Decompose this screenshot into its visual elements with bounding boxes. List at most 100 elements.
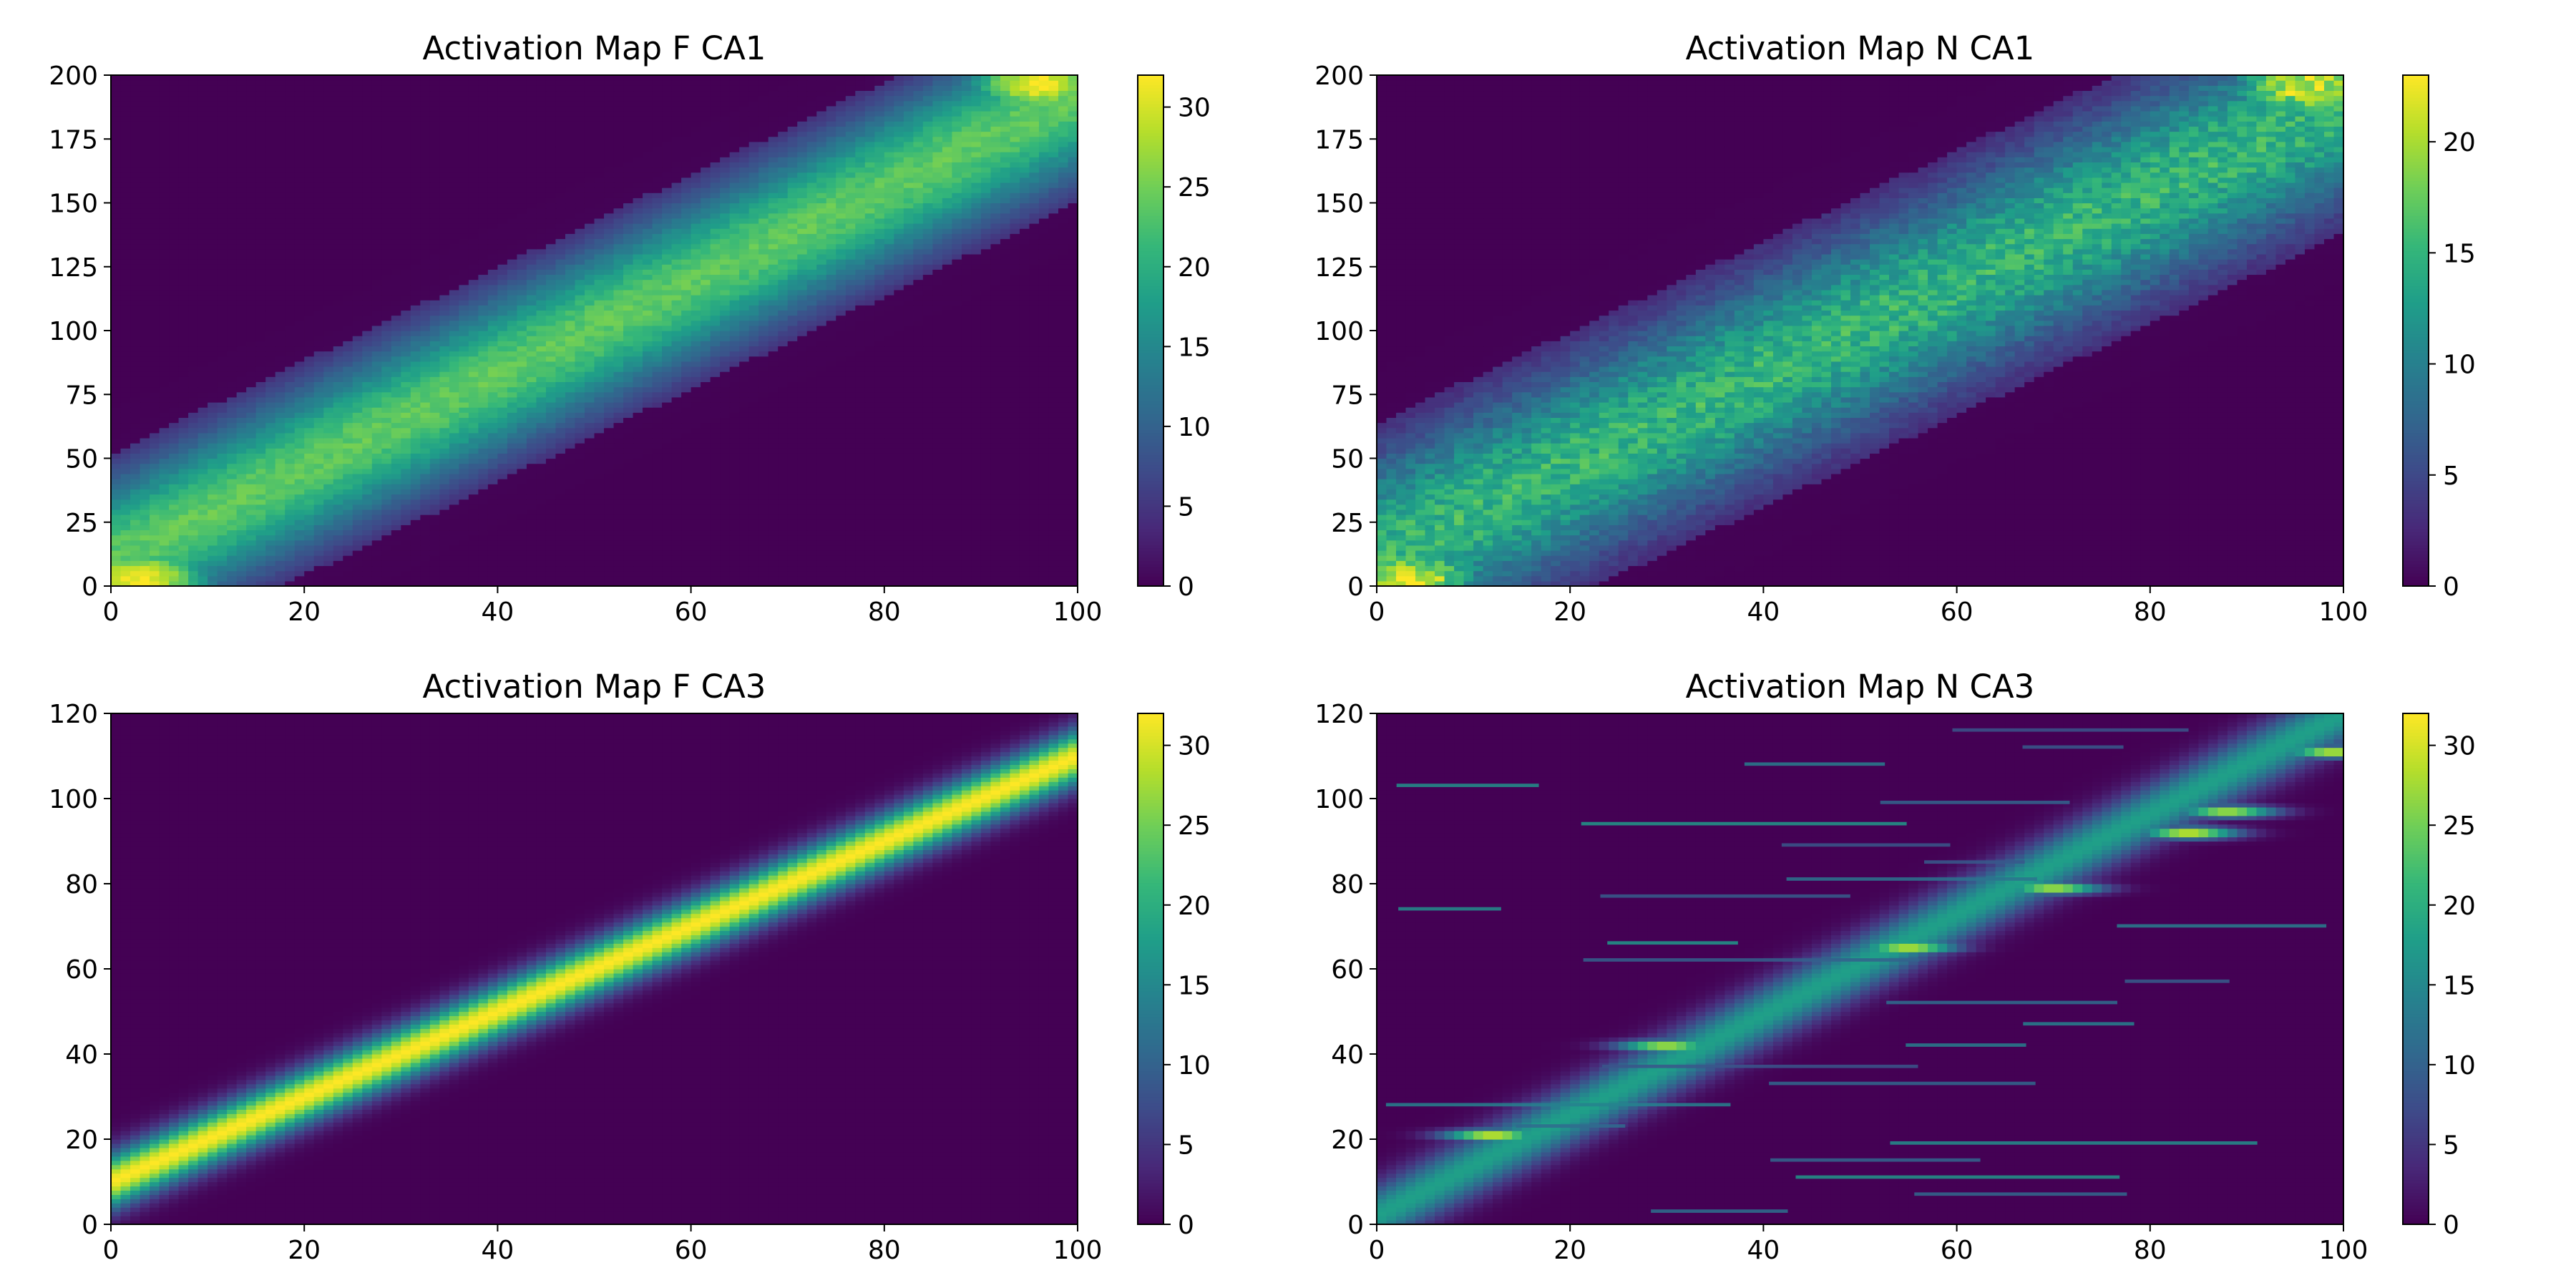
heatmap-cell bbox=[275, 550, 286, 556]
heatmap-cell bbox=[1000, 565, 1010, 571]
heatmap-cell bbox=[459, 565, 469, 571]
heatmap-cell bbox=[246, 474, 256, 479]
heatmap-cell bbox=[1000, 540, 1010, 546]
heatmap-cell bbox=[604, 509, 614, 515]
heatmap-cell bbox=[121, 555, 131, 561]
heatmap-cell bbox=[990, 545, 1000, 551]
heatmap-cell bbox=[778, 504, 788, 510]
heatmap-cell bbox=[314, 540, 324, 546]
heatmap-cell bbox=[826, 519, 836, 525]
heatmap-cell bbox=[150, 479, 160, 484]
heatmap-cell bbox=[797, 565, 807, 571]
heatmap-cell bbox=[150, 484, 160, 489]
heatmap-cell bbox=[913, 484, 923, 489]
heatmap-cell bbox=[623, 530, 633, 535]
heatmap-cell bbox=[1068, 576, 1078, 582]
heatmap-cell bbox=[565, 469, 575, 474]
heatmap-cell bbox=[246, 514, 256, 520]
heatmap-cell bbox=[449, 540, 459, 546]
heatmap-cell bbox=[595, 474, 605, 479]
heatmap-cell bbox=[730, 540, 740, 546]
heatmap-cell bbox=[691, 555, 701, 561]
heatmap-cell bbox=[111, 545, 121, 551]
heatmap-cell bbox=[923, 576, 933, 582]
heatmap-cell bbox=[971, 514, 981, 520]
heatmap-cell bbox=[546, 514, 556, 520]
heatmap-cell bbox=[971, 545, 981, 551]
heatmap-cell bbox=[188, 489, 198, 494]
heatmap-cell bbox=[381, 519, 391, 525]
heatmap-cell bbox=[865, 525, 875, 530]
heatmap-cell bbox=[536, 535, 546, 541]
heatmap-cell bbox=[778, 474, 788, 479]
heatmap-cell bbox=[420, 560, 430, 566]
heatmap-cell bbox=[517, 519, 527, 525]
heatmap-cell bbox=[923, 565, 933, 571]
heatmap-cell bbox=[836, 555, 846, 561]
heatmap-cell bbox=[265, 479, 275, 484]
heatmap-cell bbox=[1029, 489, 1039, 494]
heatmap-cell bbox=[1000, 479, 1010, 484]
heatmap-cell bbox=[749, 459, 759, 464]
heatmap-cell bbox=[1039, 519, 1049, 525]
heatmap-cell bbox=[372, 550, 382, 556]
heatmap-cell bbox=[575, 469, 585, 474]
heatmap-cell bbox=[932, 459, 942, 464]
heatmap-cell bbox=[295, 545, 305, 551]
heatmap-cell bbox=[1048, 565, 1058, 571]
heatmap-cell bbox=[681, 550, 691, 556]
heatmap-cell bbox=[391, 469, 401, 474]
heatmap-cell bbox=[981, 560, 991, 566]
heatmap-cell bbox=[246, 535, 256, 541]
heatmap-cell bbox=[420, 479, 430, 484]
heatmap-cell bbox=[459, 560, 469, 566]
heatmap-cell bbox=[1010, 571, 1020, 577]
heatmap-cell bbox=[739, 459, 749, 464]
heatmap-cell bbox=[256, 565, 266, 571]
heatmap-cell bbox=[198, 479, 208, 484]
heatmap-cell bbox=[595, 540, 605, 546]
heatmap-cell bbox=[237, 519, 247, 525]
heatmap-cell bbox=[478, 484, 488, 489]
heatmap-cell bbox=[565, 459, 575, 464]
heatmap-cell bbox=[275, 565, 286, 571]
heatmap-cell bbox=[769, 509, 779, 515]
heatmap-cell bbox=[285, 494, 295, 499]
heatmap-cell bbox=[469, 535, 479, 541]
heatmap-cell bbox=[1000, 571, 1010, 577]
heatmap-cell bbox=[150, 576, 160, 582]
heatmap-cell bbox=[662, 525, 672, 530]
heatmap-cell bbox=[739, 540, 749, 546]
heatmap-cell bbox=[265, 514, 275, 520]
heatmap-cell bbox=[962, 479, 972, 484]
heatmap-cell bbox=[265, 459, 275, 464]
heatmap-cell bbox=[778, 479, 788, 484]
heatmap-cell bbox=[140, 494, 150, 499]
heatmap-cell bbox=[971, 560, 981, 566]
heatmap-cell bbox=[990, 560, 1000, 566]
heatmap-cell bbox=[179, 489, 189, 494]
heatmap-cell bbox=[816, 464, 826, 469]
heatmap-cell bbox=[1010, 519, 1020, 525]
heatmap-cell bbox=[874, 514, 884, 520]
heatmap-cell bbox=[430, 489, 440, 494]
heatmap-cell bbox=[836, 453, 846, 459]
heatmap-cell bbox=[420, 565, 430, 571]
heatmap-cell bbox=[555, 540, 565, 546]
heatmap-cell bbox=[1068, 494, 1078, 499]
heatmap-cell bbox=[788, 555, 798, 561]
heatmap-cell bbox=[111, 489, 121, 494]
heatmap-cell bbox=[653, 571, 663, 577]
heatmap-cell bbox=[846, 504, 856, 510]
heatmap-cell bbox=[662, 499, 672, 505]
heatmap-cell bbox=[497, 571, 507, 577]
heatmap-cell bbox=[720, 519, 730, 525]
heatmap-cell bbox=[295, 555, 305, 561]
heatmap-cell bbox=[1020, 484, 1030, 489]
heatmap-cell bbox=[575, 555, 585, 561]
heatmap-cell bbox=[720, 464, 730, 469]
heatmap-cell bbox=[846, 525, 856, 530]
heatmap-cell bbox=[614, 474, 624, 479]
heatmap-cell bbox=[411, 560, 421, 566]
